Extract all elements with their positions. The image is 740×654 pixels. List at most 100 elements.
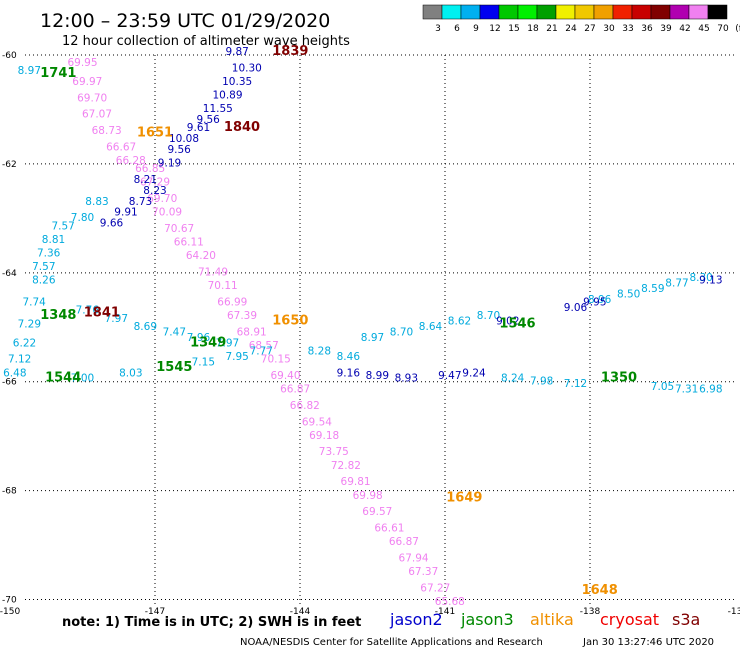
swh-value-jason2: 9.56 bbox=[196, 114, 220, 126]
swh-value-jason3-cyan: 7.80 bbox=[71, 212, 94, 224]
swh-value-altika: 68.57 bbox=[249, 340, 279, 352]
swh-value-altika: 69.57 bbox=[362, 506, 392, 518]
swh-value-jason3-cyan: 8.26 bbox=[32, 275, 56, 287]
pass-time-label: 1741 bbox=[40, 66, 76, 81]
pass-time-label: 1839 bbox=[272, 44, 308, 59]
swh-value-jason2: 9.16 bbox=[337, 367, 361, 379]
swh-value-jason3-cyan: 8.69 bbox=[134, 321, 157, 333]
satellite-jason2: jason2 bbox=[389, 610, 443, 629]
swh-value-jason3-cyan: 8.96 bbox=[588, 294, 612, 306]
swh-value-jason3-cyan: 7.76 bbox=[76, 305, 100, 317]
pass-time-label: 1545 bbox=[156, 360, 192, 375]
colorbar-swatch bbox=[536, 4, 557, 20]
swh-value-jason3-cyan: 8.03 bbox=[119, 367, 142, 379]
swh-value-altika: 69.98 bbox=[353, 490, 383, 502]
chart-subtitle: 12 hour collection of altimeter wave hei… bbox=[62, 34, 350, 49]
swh-value-altika: 65.68 bbox=[435, 596, 465, 608]
colorbar-swatch bbox=[631, 4, 652, 20]
swh-value-jason3-cyan: 7.98 bbox=[530, 375, 553, 387]
footer-timestamp: Jan 30 13:27:46 UTC 2020 bbox=[582, 637, 714, 648]
swh-value-jason2: 10.89 bbox=[212, 90, 242, 102]
colorbar-label: 27 bbox=[584, 24, 595, 34]
swh-value-altika: 68.73 bbox=[92, 125, 122, 137]
swh-value-jason2: 9.06 bbox=[564, 302, 588, 314]
swh-value-jason2: 8.21 bbox=[134, 174, 157, 186]
swh-value-jason3-cyan: 7.74 bbox=[22, 296, 46, 308]
x-tick-label: -150 bbox=[0, 607, 20, 617]
swh-value-altika: 72.82 bbox=[331, 460, 361, 472]
x-tick-label: -138 bbox=[580, 607, 601, 617]
time-labels: 1839 1741 1840 1651 1841 1348 1650 1546 1349 1545… bbox=[40, 44, 637, 598]
swh-value-jason3-cyan: 8.30 bbox=[689, 272, 712, 284]
swh-value-jason2: 10.35 bbox=[222, 76, 252, 88]
colorbar-swatch bbox=[669, 4, 690, 20]
satellite-s3a: s3a bbox=[672, 610, 700, 629]
colorbar-label: 42 bbox=[679, 24, 690, 34]
colorbar-label: 30 bbox=[603, 24, 615, 34]
pass-time-label: 1544 bbox=[45, 371, 81, 386]
x-tick-label: -13 bbox=[728, 607, 740, 617]
colorbar-swatch bbox=[612, 4, 633, 20]
y-tick-label: -70 bbox=[2, 596, 17, 606]
swh-value-jason2: 10.08 bbox=[169, 133, 199, 145]
satellite-cryosat: cryosat bbox=[600, 610, 659, 629]
colorbar-label: 21 bbox=[546, 24, 557, 34]
swh-value-altika: 66.11 bbox=[174, 237, 204, 249]
colorbar-label: 70 bbox=[717, 24, 729, 34]
colorbar-label: 9 bbox=[473, 24, 479, 34]
swh-value-jason3-cyan: 8.70 bbox=[390, 326, 413, 338]
swh-value-altika: 67.94 bbox=[399, 552, 429, 564]
swh-value-altika: 69.95 bbox=[67, 57, 97, 69]
swh-value-altika: 66.85 bbox=[135, 163, 165, 175]
pass-time-label: 1348 bbox=[40, 308, 76, 323]
swh-value-jason3-cyan: 8.28 bbox=[308, 346, 331, 358]
swh-value-altika: 66.28 bbox=[116, 155, 146, 167]
swh-value-jason3-cyan: 7.31 bbox=[675, 384, 698, 396]
swh-value-jason3-cyan: 7.12 bbox=[564, 378, 587, 390]
swh-value-jason2: 9.19 bbox=[158, 158, 181, 170]
swh-value-jason2: 9.24 bbox=[462, 367, 486, 379]
pass-time-label: 1546 bbox=[499, 316, 535, 331]
colorbar-swatch bbox=[498, 4, 519, 20]
swh-value-altika: 66.99 bbox=[217, 296, 247, 308]
swh-value-jason2: 9.02 bbox=[496, 316, 519, 328]
pass-time-label: 1650 bbox=[272, 314, 308, 329]
pass-time-label: 1649 bbox=[446, 491, 482, 506]
swh-value-altika: 70.67 bbox=[164, 223, 194, 235]
swh-value-jason3-cyan: 7.47 bbox=[163, 326, 186, 338]
swh-value-altika: 69.70 bbox=[77, 92, 107, 104]
swh-value-jason2: 9.61 bbox=[187, 122, 210, 134]
colorbar-swatch bbox=[517, 4, 538, 20]
swh-value-altika: 70.09 bbox=[152, 207, 182, 219]
pass-time-label: 1349 bbox=[190, 335, 226, 350]
swh-value-jason3-cyan: 8.70 bbox=[477, 310, 500, 322]
swh-value-altika: 70.11 bbox=[208, 280, 238, 292]
satellite-altika: altika bbox=[530, 610, 574, 629]
swh-value-altika: 66.87 bbox=[280, 384, 310, 396]
swh-value-jason3-cyan: 8.64 bbox=[419, 321, 443, 333]
swh-value-jason2: 9.66 bbox=[100, 218, 124, 230]
swh-value-altika: 67.29 bbox=[140, 177, 170, 189]
colorbar-label: 36 bbox=[641, 24, 653, 34]
swh-value-jason3-cyan: 8.97 bbox=[361, 332, 384, 344]
swh-value-jason3-cyan: 7.57 bbox=[51, 220, 74, 232]
swh-value-jason3-cyan: 7.05 bbox=[651, 381, 674, 393]
colorbar-swatch bbox=[574, 4, 595, 20]
colorbar-label: 24 bbox=[565, 24, 577, 34]
swh-value-jason3-cyan: 8.62 bbox=[448, 316, 471, 328]
swh-value-jason3-cyan: 7.57 bbox=[32, 261, 55, 273]
swh-value-altika: 64.20 bbox=[186, 250, 216, 262]
swh-value-jason3-cyan: 8.97 bbox=[18, 65, 41, 77]
swh-value-jason2: 9.13 bbox=[699, 275, 722, 287]
colorbar-label: 33 bbox=[622, 24, 633, 34]
pass-time-label: 1648 bbox=[582, 583, 618, 598]
swh-value-jason3-cyan: 8.24 bbox=[501, 373, 525, 385]
swh-value-jason2: 9.56 bbox=[167, 144, 191, 156]
colorbar-swatch bbox=[707, 4, 728, 20]
swh-value-altika: 69.70 bbox=[147, 193, 177, 205]
swh-value-jason3-cyan: 8.81 bbox=[42, 234, 65, 246]
y-tick-label: -60 bbox=[2, 51, 17, 61]
swh-value-jason3-cyan: 7.12 bbox=[8, 354, 31, 366]
